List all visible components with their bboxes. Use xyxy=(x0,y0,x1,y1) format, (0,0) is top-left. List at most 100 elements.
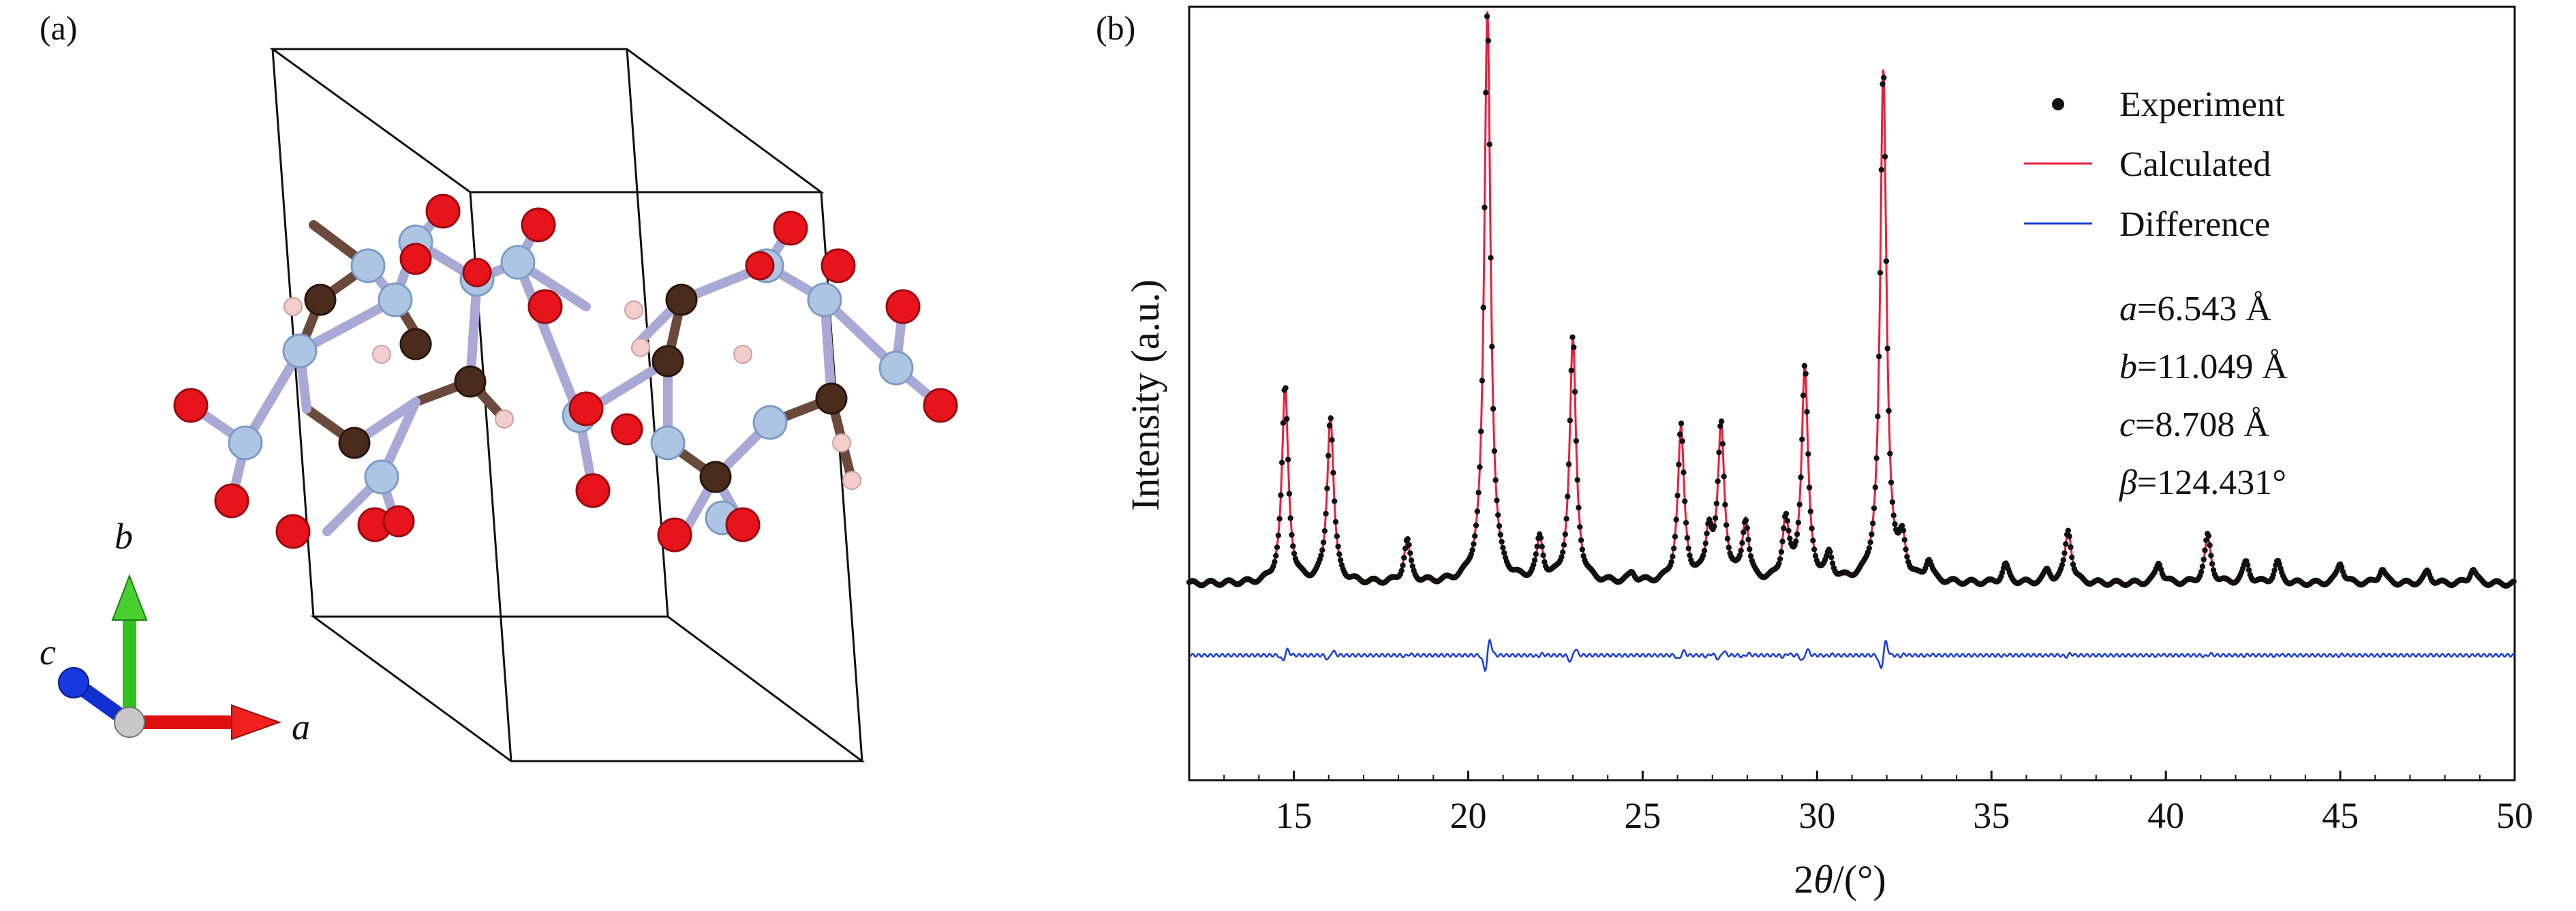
experiment-point xyxy=(2066,533,2072,540)
experiment-point xyxy=(1406,542,1412,548)
x-tick-label: 15 xyxy=(1276,795,1313,836)
carbon-atoms xyxy=(304,283,848,493)
experiment-point xyxy=(1321,528,1328,534)
experiment-point xyxy=(1494,497,1500,504)
experiment-point xyxy=(1567,417,1574,424)
experiment-point xyxy=(1828,554,1835,561)
x-axis-title: 2θ/(°) xyxy=(1794,857,1886,901)
experiment-point xyxy=(1671,545,1677,552)
experiment-point xyxy=(1711,523,1717,529)
experiment-point xyxy=(1890,512,1897,519)
experiment-point xyxy=(1480,305,1486,311)
legend-marker-experiment xyxy=(2052,98,2064,110)
experiment-point xyxy=(1486,141,1492,147)
experiment-point xyxy=(1899,523,1905,529)
experiment-point xyxy=(1565,493,1571,499)
x-tick-label: 25 xyxy=(1624,795,1661,836)
lattice-b-value: =11.049 Å xyxy=(2137,348,2288,386)
experiment-point xyxy=(1483,89,1489,96)
experiment-point xyxy=(1488,255,1494,261)
experiment-point xyxy=(2203,537,2209,543)
boron-atoms xyxy=(228,224,914,536)
experiment-point xyxy=(1580,553,1586,559)
experiment-point xyxy=(1469,547,1475,553)
experiment-point xyxy=(1539,544,1545,550)
experiment-point xyxy=(1800,392,1807,399)
experiment-point xyxy=(1719,441,1726,447)
experiment-point xyxy=(1577,524,1583,530)
experiment-point xyxy=(1320,539,1327,546)
lattice-c-value: =8.708 Å xyxy=(2135,405,2269,444)
experiment-point xyxy=(2245,561,2251,568)
experiment-point xyxy=(1886,407,1892,414)
experiment-point xyxy=(1491,448,1498,454)
experiment-point xyxy=(1811,546,1818,553)
experiment-point xyxy=(1866,545,1872,551)
experiment-point xyxy=(1495,512,1501,519)
experiment-point xyxy=(1704,530,1710,537)
experiment-point xyxy=(1877,270,1884,276)
experiment-point xyxy=(1721,474,1727,480)
experiment-point xyxy=(1325,452,1332,459)
experiment-point xyxy=(1289,531,1295,538)
oxygen-atoms xyxy=(173,194,958,553)
experiment-point xyxy=(1330,469,1336,476)
experiment-point xyxy=(1794,531,1800,538)
experiment-point xyxy=(1499,538,1505,545)
experiment-point xyxy=(1776,560,1782,567)
a-axis-arrow xyxy=(231,704,281,741)
experiment-point xyxy=(1687,553,1693,559)
experiment-point xyxy=(1747,553,1754,559)
experiment-point xyxy=(2511,578,2517,585)
experiment-point xyxy=(1785,527,1792,534)
experiment-point xyxy=(1738,547,1744,554)
experiment-point xyxy=(2065,527,2071,534)
experiment-point xyxy=(1743,517,1749,523)
experiment-point xyxy=(1805,451,1811,457)
experiment-point xyxy=(1722,501,1728,508)
experiment-point xyxy=(1501,550,1507,556)
c-axis-arrow xyxy=(58,667,89,698)
experiment-point xyxy=(1739,540,1745,546)
experiment-point xyxy=(1496,523,1503,529)
legend-label-experiment: Experiment xyxy=(2119,85,2285,124)
experiment-point xyxy=(1334,533,1340,540)
experiment-point xyxy=(1537,535,1544,541)
experiment-point xyxy=(1676,461,1682,467)
experiment-point xyxy=(1701,547,1708,554)
experiment-point xyxy=(1700,552,1706,559)
experiment-point xyxy=(2208,553,2214,559)
experiment-point xyxy=(1290,543,1296,549)
experiment-point xyxy=(1887,450,1893,457)
experiment-point xyxy=(2069,554,2075,561)
x-axis-title-theta: θ xyxy=(1813,857,1833,901)
experiment-point xyxy=(1273,553,1279,559)
experiment-point xyxy=(1407,550,1413,556)
experiment-point xyxy=(1682,498,1688,504)
x-tick-label: 50 xyxy=(2496,795,2533,836)
lattice-c: c=8.708 Å xyxy=(2119,405,2269,444)
experiment-point xyxy=(1670,553,1676,559)
difference-series xyxy=(1189,638,2515,673)
lattice-a: a=6.543 Å xyxy=(2119,290,2271,328)
experiment-point xyxy=(1747,546,1753,553)
y-axis-title: Intensity (a.u.) xyxy=(1123,279,1167,511)
experiment-point xyxy=(1559,554,1565,560)
lattice-b: b=11.049 Å xyxy=(2119,348,2288,386)
experiment-point xyxy=(1801,362,1808,369)
axis-label-c: c xyxy=(40,632,56,673)
plot-frame xyxy=(1188,5,2516,782)
experiment-point xyxy=(1485,37,1492,44)
experiment-point xyxy=(2070,561,2076,568)
experiment-point xyxy=(1724,536,1731,542)
panel-a-label: (a) xyxy=(40,9,78,47)
experiment-point xyxy=(1500,544,1506,551)
experiment-point xyxy=(2198,568,2205,575)
experiment-point xyxy=(1574,477,1580,483)
experiment-point xyxy=(2063,541,2069,547)
experiment-point xyxy=(1279,459,1285,466)
panel-b: (b) 15 20 25 30 35 40 45 50 2θ/(°) Intensity (a… xyxy=(1096,5,2533,901)
experiment-point xyxy=(1736,552,1743,559)
experiment-point xyxy=(1707,520,1714,526)
experiment-point xyxy=(1332,519,1339,525)
